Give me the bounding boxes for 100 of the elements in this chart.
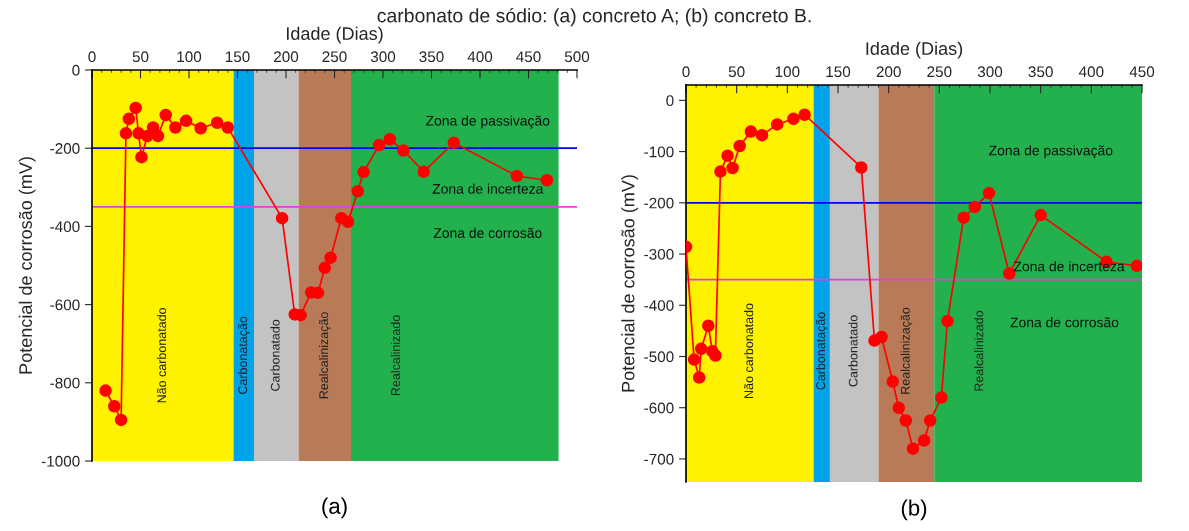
x-tick-label: 0: [88, 51, 96, 63]
point: [151, 129, 165, 143]
point: [892, 401, 906, 414]
band-label: Realcalinizado: [390, 315, 401, 396]
point: [221, 121, 235, 134]
point: [357, 165, 370, 179]
point: [906, 442, 920, 455]
point: [119, 127, 133, 140]
annotation: Zona de passivação: [989, 145, 1113, 159]
point: [1034, 208, 1047, 222]
point: [129, 101, 142, 115]
point: [770, 118, 784, 131]
point: [108, 400, 121, 413]
point: [169, 121, 182, 134]
point: [318, 261, 332, 275]
point: [159, 108, 172, 122]
point: [99, 384, 112, 397]
text: (a): [322, 497, 347, 519]
point: [351, 184, 365, 198]
point: [114, 413, 128, 427]
point: [1003, 267, 1016, 280]
point: [122, 112, 136, 126]
point: [694, 342, 708, 356]
chart-title: carbonato de sódio: (a) concreto A; (b) concreto B.: [377, 7, 811, 27]
x-tick-label: 100: [177, 51, 202, 63]
point: [702, 319, 715, 333]
band-label: Realcalinização: [318, 312, 331, 399]
x-tick-label: 450: [516, 51, 541, 63]
point: [510, 169, 524, 183]
point: [733, 139, 746, 153]
band-label: Carbonatação: [815, 312, 828, 390]
x-tick-label: 300: [977, 66, 1003, 78]
point: [687, 353, 701, 366]
x-tick-label: 200: [274, 51, 299, 63]
band-label: Carbonatado: [270, 319, 280, 391]
point: [744, 125, 758, 138]
point: [855, 161, 868, 174]
point: [787, 112, 800, 126]
x-tick-label: 200: [876, 66, 901, 78]
y-tick-label: -800: [50, 377, 80, 389]
point: [726, 161, 739, 175]
x-axis-title: Idade (Dias): [866, 41, 963, 59]
x-tick-label: 150: [826, 66, 851, 78]
point: [275, 211, 289, 225]
annotation: Zona de incerteza: [1013, 261, 1125, 272]
point: [135, 150, 148, 164]
y-tick-label: -500: [644, 351, 674, 363]
point: [886, 375, 899, 388]
band-label: Não carbonatado: [744, 303, 754, 398]
point: [397, 144, 410, 157]
text: (b): [901, 499, 927, 521]
x-tick-label: 400: [1078, 66, 1104, 78]
point: [714, 165, 727, 178]
x-tick-label: 350: [419, 51, 444, 63]
x-tick-label: 300: [370, 51, 396, 63]
x-tick-label: 250: [927, 66, 952, 78]
x-tick-label: 450: [1129, 66, 1155, 78]
point: [709, 349, 722, 362]
point: [1130, 259, 1142, 273]
band-label: Carbonatação: [237, 316, 250, 395]
y-tick-label: -400: [50, 221, 80, 233]
y-axis-title: Potencial de corrosão (mV): [621, 175, 639, 392]
y-tick-label: -100: [644, 146, 674, 158]
point: [324, 251, 337, 264]
point: [968, 200, 982, 214]
x-axis-title: Idade (Dias): [287, 26, 383, 44]
y-tick-label: -600: [644, 402, 674, 414]
point: [341, 215, 355, 228]
band-label: Não carbonatado: [156, 308, 167, 403]
annotation: Zona de corrosão: [1010, 317, 1119, 328]
x-tick-label: 400: [467, 51, 493, 63]
point: [798, 108, 811, 121]
point: [755, 128, 769, 142]
y-tick-label: -400: [644, 300, 674, 311]
y-axis-title: Potencial de corrosão (mV): [18, 157, 36, 374]
point: [447, 136, 461, 149]
point: [179, 114, 193, 128]
point: [923, 414, 937, 427]
y-tick-label: -700: [644, 453, 674, 465]
x-tick-label: 50: [728, 66, 745, 78]
point: [941, 314, 954, 328]
y-tick-label: -1000: [41, 455, 80, 467]
band-label: Realcalinização: [900, 307, 913, 394]
y-tick-label: 0: [666, 95, 674, 107]
y-tick-label: -200: [50, 143, 80, 154]
annotation: Zona de incerteza: [432, 183, 544, 194]
point: [210, 116, 224, 130]
x-tick-label: 250: [322, 51, 347, 63]
point: [194, 122, 207, 135]
point: [721, 149, 734, 162]
point: [372, 138, 386, 152]
point: [957, 211, 970, 224]
y-tick-label: -300: [644, 248, 674, 260]
x-tick-label: 350: [1028, 66, 1053, 78]
point: [875, 330, 888, 344]
x-tick-label: 0: [682, 66, 690, 78]
y-tick-label: -200: [644, 197, 674, 209]
point: [917, 434, 931, 447]
point: [383, 132, 397, 146]
point: [417, 165, 430, 178]
